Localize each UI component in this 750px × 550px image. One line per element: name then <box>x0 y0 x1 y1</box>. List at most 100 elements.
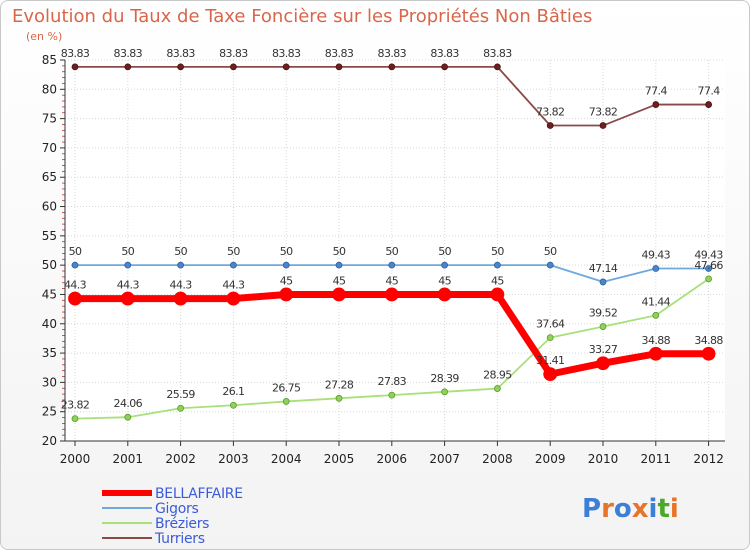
data-label-gigors: 49.43 <box>694 248 723 261</box>
plot-area <box>65 60 725 441</box>
point-bellaffaire <box>68 291 82 306</box>
grid <box>65 59 725 442</box>
point-gigors <box>177 261 185 269</box>
x-tick-label: 2002 <box>165 452 196 466</box>
data-label-gigors: 50 <box>69 245 82 258</box>
point-turriers <box>493 63 501 71</box>
logo-text: Proxiti <box>582 494 679 524</box>
point-bellaffaire <box>701 346 716 361</box>
y-tick-label: 35 <box>42 346 57 360</box>
y-tick-label: 75 <box>42 112 57 126</box>
data-label-brziers: 23.82 <box>61 399 90 412</box>
axes: 20 25 30 35 40 45 50 55 60 65 70 75 80 85 2000 2001 2002… <box>42 53 725 466</box>
data-label-bellaffaire: 33.27 <box>589 343 618 356</box>
y-tick-label: 65 <box>42 170 57 184</box>
point-bellaffaire <box>384 287 399 302</box>
data-label-gigors: 50 <box>544 245 557 258</box>
point-bellaffaire <box>226 291 241 306</box>
x-tick-label: 2009 <box>535 452 566 466</box>
data-label-brziers: 28.39 <box>430 372 459 385</box>
x-tick-label: 2010 <box>588 452 619 466</box>
data-label-turriers: 83.83 <box>166 47 195 60</box>
x-tick-label: 2008 <box>482 452 513 466</box>
logo-letter: P <box>582 494 601 524</box>
data-label-turriers: 83.83 <box>272 47 301 60</box>
data-label-brziers: 27.28 <box>325 378 354 391</box>
point-gigors <box>229 261 237 269</box>
point-turriers <box>705 101 712 108</box>
data-label-brziers: 39.52 <box>589 307 618 320</box>
data-label-bellaffaire: 34.88 <box>642 334 671 347</box>
point-gigors <box>652 265 660 272</box>
data-label-gigors: 50 <box>491 245 504 258</box>
data-label-brziers: 26.1 <box>222 385 244 398</box>
x-tick-label: 2000 <box>60 452 91 466</box>
data-label-turriers: 73.82 <box>536 106 565 119</box>
point-brziers <box>335 394 343 402</box>
point-brziers <box>546 334 554 342</box>
point-bellaffaire <box>120 291 135 306</box>
point-gigors <box>705 265 712 272</box>
point-gigors <box>124 261 132 269</box>
x-tick-label: 2001 <box>113 452 144 466</box>
point-turriers <box>388 63 396 71</box>
data-label-bellaffaire: 45 <box>280 274 293 287</box>
data-label-brziers: 26.75 <box>272 381 301 394</box>
point-turriers <box>599 122 607 129</box>
proxiti-logo: Proxiti <box>582 494 679 524</box>
data-label-gigors: 49.43 <box>642 248 671 261</box>
data-label-bellaffaire: 44.3 <box>170 279 193 292</box>
point-brziers <box>229 401 237 409</box>
data-label-gigors: 47.14 <box>589 262 618 275</box>
point-turriers <box>441 63 449 71</box>
x-tick-label: 2005 <box>324 452 355 466</box>
y-tick-label: 70 <box>42 141 57 155</box>
point-brziers <box>493 385 501 392</box>
point-gigors <box>493 261 501 269</box>
point-turriers <box>71 63 79 71</box>
x-tick-label: 2012 <box>693 452 724 466</box>
legend-label-turriers: Turriers <box>154 531 205 547</box>
y-tick-label: 85 <box>42 53 57 67</box>
logo-letter: i <box>670 494 679 524</box>
chart-title: Evolution du Taux de Taxe Foncière sur l… <box>12 6 592 27</box>
data-label-turriers: 83.83 <box>378 47 407 60</box>
data-label-bellaffaire: 45 <box>438 274 451 287</box>
y-tick-label: 50 <box>42 258 57 272</box>
data-label-brziers: 37.64 <box>536 318 565 331</box>
point-turriers <box>546 122 554 129</box>
data-label-turriers: 83.83 <box>430 47 459 60</box>
point-bellaffaire <box>279 287 294 302</box>
data-label-turriers: 77.4 <box>698 85 721 98</box>
point-bellaffaire <box>173 291 188 306</box>
data-label-bellaffaire: 45 <box>491 274 504 287</box>
x-tick-label: 2011 <box>641 452 672 466</box>
point-gigors <box>335 261 343 269</box>
y-tick-label: 25 <box>42 405 57 419</box>
logo-letter: r <box>601 494 614 524</box>
point-turriers <box>335 63 343 71</box>
data-label-bellaffaire: 34.88 <box>694 334 723 347</box>
logo-letter: t <box>657 494 669 524</box>
data-label-bellaffaire: 45 <box>333 274 346 287</box>
data-label-brziers: 24.06 <box>114 397 143 410</box>
x-tick-label: 2006 <box>377 452 408 466</box>
point-brziers <box>441 388 449 396</box>
data-label-turriers: 73.82 <box>589 106 618 119</box>
point-brziers <box>652 311 660 319</box>
point-brziers <box>705 275 712 283</box>
point-brziers <box>599 323 607 330</box>
data-label-brziers: 25.59 <box>166 388 195 401</box>
data-label-turriers: 83.83 <box>325 47 354 60</box>
legend-label-brziers: Bréziers <box>155 516 209 532</box>
data-label-turriers: 83.83 <box>114 47 143 60</box>
data-label-gigors: 50 <box>385 245 398 258</box>
y-tick-label: 30 <box>42 375 57 389</box>
data-label-gigors: 50 <box>121 245 134 258</box>
data-label-brziers: 47.66 <box>694 259 723 272</box>
point-gigors <box>441 261 449 269</box>
point-turriers <box>229 63 237 71</box>
series-group <box>68 63 716 423</box>
data-label-turriers: 83.83 <box>483 47 512 60</box>
y-tick-label: 45 <box>42 287 57 301</box>
